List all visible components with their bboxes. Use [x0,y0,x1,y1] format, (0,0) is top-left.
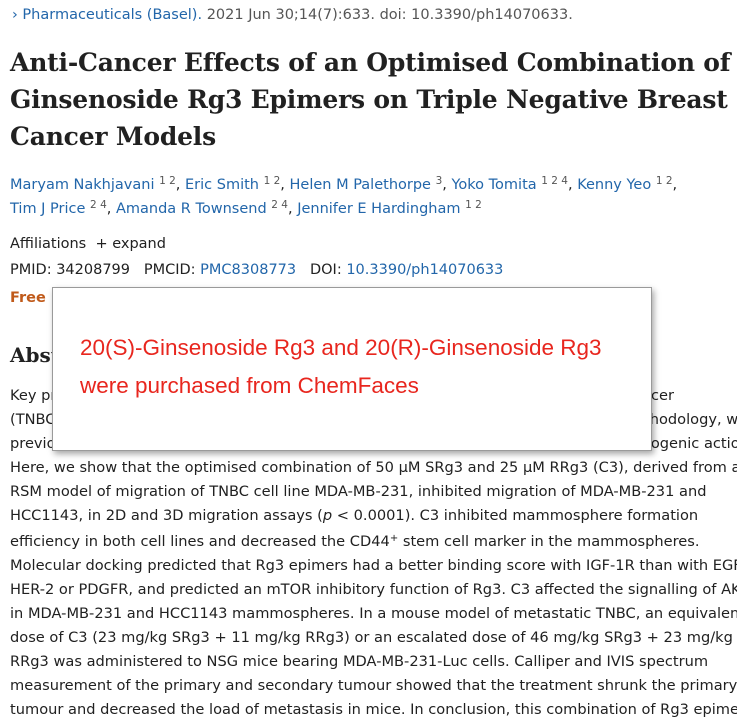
author-link[interactable]: Kenny Yeo [577,177,652,193]
abstract-line: in MDA-MB-231 and HCC1143 mammospheres. … [10,602,737,626]
citation: › Pharmaceuticals (Basel). 2021 Jun 30;1… [12,7,573,23]
author-separator: , [106,201,112,217]
callout-box: 20(S)-Ginsenoside Rg3 and 20(R)-Ginsenos… [52,287,652,451]
author-affiliations[interactable]: 1 2 4 [541,175,568,187]
abstract-text: < 0.0001). C3 inhibited mammosphere form… [332,506,699,524]
author-link[interactable]: Tim J Price [10,201,86,217]
abstract-text: tumour and decreased the load of metasta… [10,700,737,718]
identifiers: PMID: 34208799 PMCID: PMC8308773 DOI: 10… [10,262,503,278]
abstract-line: measurement of the primary and secondary… [10,674,737,698]
abstract-text: RSM model of migration of TNBC cell line… [10,482,707,500]
abstract-text: efficiency in both cell lines and decrea… [10,533,390,551]
abstract-text: Molecular docking predicted that Rg3 epi… [10,557,737,575]
callout-text: 20(S)-Ginsenoside Rg3 and 20(R)-Ginsenos… [80,335,602,360]
author-link[interactable]: Helen M Palethorpe [289,177,431,193]
journal-link[interactable]: Pharmaceuticals (Basel). [22,7,203,23]
doi-label: DOI: [309,262,342,278]
author-link[interactable]: Yoko Tomita [451,177,537,193]
abstract-text: in MDA-MB-231 and HCC1143 mammospheres. … [10,605,737,623]
abstract-text: HCC1143, in 2D and 3D migration assays ( [10,506,323,524]
author-affiliations[interactable]: 2 4 [90,199,107,211]
abstract-line: tumour and decreased the load of metasta… [10,698,737,722]
author-separator: , [175,177,181,193]
callout-text: were purchased from ChemFaces [80,373,419,398]
author-link[interactable]: Eric Smith [185,177,259,193]
pmcid-label: PMCID: [143,262,196,278]
abstract-line: HCC1143, in 2D and 3D migration assays (… [10,504,737,528]
abstract-line: dose of C3 (23 mg/kg SRg3 + 11 mg/kg RRg… [10,626,737,650]
author-separator: , [672,177,678,193]
citation-details: 2021 Jun 30;14(7):633. doi: 10.3390/ph14… [206,7,573,23]
abstract-text: HER-2 or PDGFR, and predicted an mTOR in… [10,581,737,599]
expand-button[interactable]: + expand [95,236,166,252]
author-separator: , [280,177,285,193]
affiliations-label: Affiliations [10,236,87,252]
pmcid-link[interactable]: PMC8308773 [200,262,297,278]
author-line: Maryam Nakhjavani 1 2, Eric Smith 1 2, H… [10,175,677,193]
abstract-text: stem cell marker in the mammospheres. [398,533,700,551]
abstract-text: RRg3 was administered to NSG mice bearin… [10,652,709,670]
abstract-text: measurement of the primary and secondary… [10,676,737,694]
abstract-text: dose of C3 (23 mg/kg SRg3 + 11 mg/kg RRg… [10,629,733,647]
abstract-line: Here, we show that the optimised combina… [10,456,737,480]
article-title: Anti-Cancer Effects of an Optimised Comb… [10,48,731,151]
author-link[interactable]: Jennifer E Hardingham [297,201,461,217]
abstract-line: RSM model of migration of TNBC cell line… [10,480,737,504]
abstract-line: Molecular docking predicted that Rg3 epi… [10,554,737,578]
author-affiliations[interactable]: 2 4 [271,199,288,211]
author-affiliations[interactable]: 1 2 [465,199,482,211]
pmid: 34208799 [56,262,131,278]
abstract-text: + [389,533,399,545]
abstract-line: HER-2 or PDGFR, and predicted an mTOR in… [10,578,737,602]
pmid-label: PMID: [10,262,52,278]
abstract-line: efficiency in both cell lines and decrea… [10,527,737,554]
author-line: Tim J Price 2 4, Amanda R Townsend 2 4, … [10,199,482,217]
abstract-line: RRg3 was administered to NSG mice bearin… [10,650,737,674]
author-link[interactable]: Amanda R Townsend [115,201,267,217]
author-separator: , [442,177,447,193]
doi-link[interactable]: 10.3390/ph14070633 [346,262,504,278]
author-separator: , [567,177,573,193]
abstract-text: Here, we show that the optimised combina… [10,458,737,476]
abstract-text: p [322,506,333,524]
author-link[interactable]: Maryam Nakhjavani [10,177,155,193]
author-separator: , [287,201,293,217]
author-affiliations[interactable]: 1 2 [263,175,281,187]
affiliations: Affiliations + expand [10,236,166,252]
author-affiliations[interactable]: 3 [435,175,443,187]
chevron: › [12,7,18,23]
author-affiliations[interactable]: 1 2 [159,175,176,187]
author-affiliations[interactable]: 1 2 [655,175,673,187]
